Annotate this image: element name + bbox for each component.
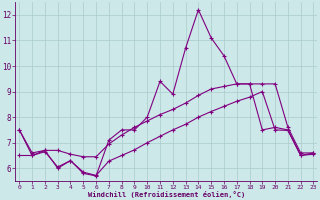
X-axis label: Windchill (Refroidissement éolien,°C): Windchill (Refroidissement éolien,°C): [88, 191, 245, 198]
